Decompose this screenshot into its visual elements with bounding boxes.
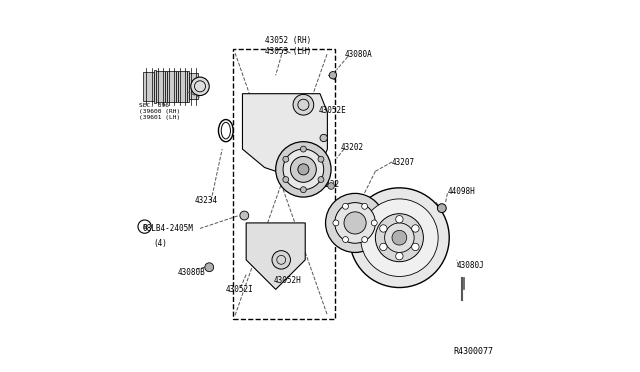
Circle shape xyxy=(318,156,324,162)
Polygon shape xyxy=(165,71,167,102)
Circle shape xyxy=(380,225,387,232)
Circle shape xyxy=(318,177,324,183)
Text: 43084: 43084 xyxy=(410,246,433,255)
Circle shape xyxy=(300,187,307,193)
Circle shape xyxy=(392,230,407,245)
Circle shape xyxy=(326,193,385,253)
Circle shape xyxy=(396,215,403,223)
Circle shape xyxy=(283,149,324,190)
Circle shape xyxy=(335,203,376,243)
Circle shape xyxy=(191,77,209,96)
Text: 44098H: 44098H xyxy=(447,187,475,196)
Polygon shape xyxy=(243,94,328,179)
Circle shape xyxy=(342,237,348,243)
Circle shape xyxy=(437,204,446,212)
Text: 08LB4-2405M: 08LB4-2405M xyxy=(143,224,194,233)
Circle shape xyxy=(276,142,331,197)
Circle shape xyxy=(396,253,403,260)
Circle shape xyxy=(344,212,366,234)
Circle shape xyxy=(360,199,438,276)
Text: 43052H: 43052H xyxy=(274,276,301,285)
Text: 43222: 43222 xyxy=(316,180,339,189)
Polygon shape xyxy=(154,70,156,103)
Text: 43052I: 43052I xyxy=(226,285,253,294)
Polygon shape xyxy=(178,71,187,102)
Circle shape xyxy=(328,183,334,189)
Circle shape xyxy=(293,94,314,115)
Text: 43053 (LH): 43053 (LH) xyxy=(264,47,311,56)
Circle shape xyxy=(412,225,419,232)
Circle shape xyxy=(300,146,307,152)
Polygon shape xyxy=(246,223,305,289)
Bar xyxy=(233,49,335,319)
Circle shape xyxy=(342,203,348,209)
Polygon shape xyxy=(167,71,176,102)
Circle shape xyxy=(283,156,289,162)
Text: 43207: 43207 xyxy=(392,157,415,167)
Text: 43234: 43234 xyxy=(195,196,218,205)
Text: 43080B: 43080B xyxy=(178,268,205,277)
Text: 43052E: 43052E xyxy=(318,106,346,115)
Polygon shape xyxy=(176,71,178,102)
Circle shape xyxy=(333,220,339,226)
Circle shape xyxy=(291,157,316,182)
Circle shape xyxy=(380,243,387,251)
Text: SEC. 396
(39600 (RH)
(39601 (LH): SEC. 396 (39600 (RH) (39601 (LH) xyxy=(139,103,180,119)
Circle shape xyxy=(362,203,367,209)
Text: R4300077: R4300077 xyxy=(454,347,493,356)
Circle shape xyxy=(371,220,377,226)
Polygon shape xyxy=(187,71,189,102)
Text: 43052 (RH): 43052 (RH) xyxy=(264,36,311,45)
Text: (4): (4) xyxy=(154,239,168,248)
Circle shape xyxy=(205,263,214,272)
Text: 43202: 43202 xyxy=(340,143,364,152)
Text: B: B xyxy=(143,224,147,230)
Text: 43080A: 43080A xyxy=(345,51,373,60)
Circle shape xyxy=(272,251,291,269)
Circle shape xyxy=(362,237,367,243)
Circle shape xyxy=(320,134,328,142)
Circle shape xyxy=(298,164,309,175)
Polygon shape xyxy=(189,73,198,99)
Circle shape xyxy=(283,177,289,183)
Circle shape xyxy=(329,71,337,79)
Polygon shape xyxy=(156,71,165,102)
Circle shape xyxy=(376,214,424,262)
Circle shape xyxy=(412,243,419,251)
Text: 43080J: 43080J xyxy=(456,261,484,270)
Polygon shape xyxy=(143,71,154,101)
Circle shape xyxy=(385,223,414,253)
Circle shape xyxy=(240,211,249,220)
Circle shape xyxy=(349,188,449,288)
